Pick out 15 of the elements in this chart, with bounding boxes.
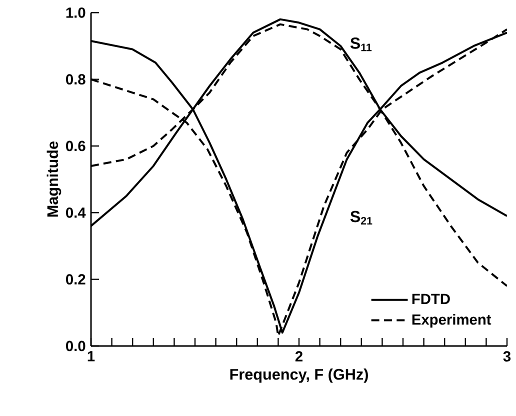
x-tick-label: 3 (503, 351, 511, 362)
legend-label: Experiment (412, 314, 492, 328)
y-tick-label: 0.4 (66, 207, 86, 218)
x-tick-label: 1 (88, 351, 95, 362)
y-tick-label: 0.8 (66, 74, 86, 85)
y-tick-label: 1.0 (66, 7, 86, 18)
y-tick-label: 0.6 (66, 140, 86, 152)
y-axis-title: Magnitude (46, 142, 62, 217)
x-tick-label: 2 (295, 351, 302, 362)
annotation: S$_{21}$ (350, 210, 372, 224)
annotation: S$_{11}$ (350, 38, 372, 52)
x-axis-title: Frequency, F (GHz) (230, 368, 368, 383)
y-tick-label: 0.2 (66, 274, 86, 285)
legend-label: FDTD (412, 294, 450, 304)
y-tick-label: 0.0 (66, 340, 86, 352)
